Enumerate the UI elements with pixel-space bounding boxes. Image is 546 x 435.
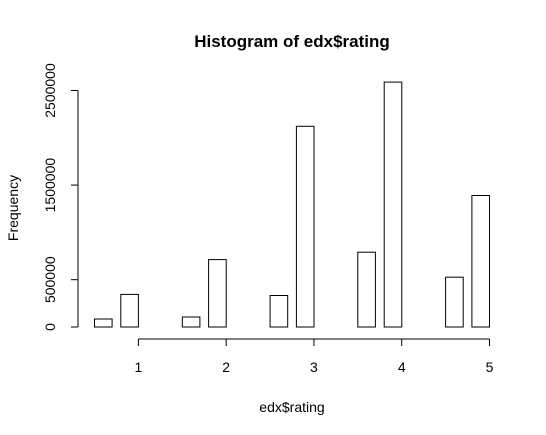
- histogram-bar-5: [208, 259, 227, 328]
- y-tick-label: 1500000: [42, 158, 58, 213]
- histogram-bar-9: [295, 125, 315, 328]
- histogram-bar-17: [471, 195, 490, 328]
- x-tick-label: 3: [310, 359, 318, 375]
- y-tick-label: 2500000: [42, 63, 58, 118]
- histogram-bar-0: [94, 318, 113, 328]
- y-tick-label: 0: [42, 323, 58, 331]
- x-axis-label: edx$rating: [259, 399, 324, 415]
- histogram-bar-4: [181, 316, 201, 328]
- y-axis-label: Frequency: [5, 175, 21, 241]
- histogram-bar-16: [445, 276, 464, 328]
- histogram-bar-13: [383, 81, 403, 328]
- bars-group: [94, 81, 490, 328]
- x-tick-label: 5: [486, 359, 494, 375]
- histogram-bar-12: [357, 251, 376, 328]
- y-axis: 0 500000 1500000 2500000: [42, 63, 79, 331]
- histogram-bar-8: [269, 295, 289, 328]
- y-tick-label: 500000: [42, 256, 58, 303]
- histogram-bar-1: [120, 293, 139, 328]
- x-tick-label: 4: [398, 359, 406, 375]
- chart-title: Histogram of edx$rating: [194, 32, 390, 51]
- x-axis: 1 2 3 4 5: [134, 338, 494, 375]
- x-tick-label: 1: [134, 359, 142, 375]
- x-tick-label: 2: [222, 359, 230, 375]
